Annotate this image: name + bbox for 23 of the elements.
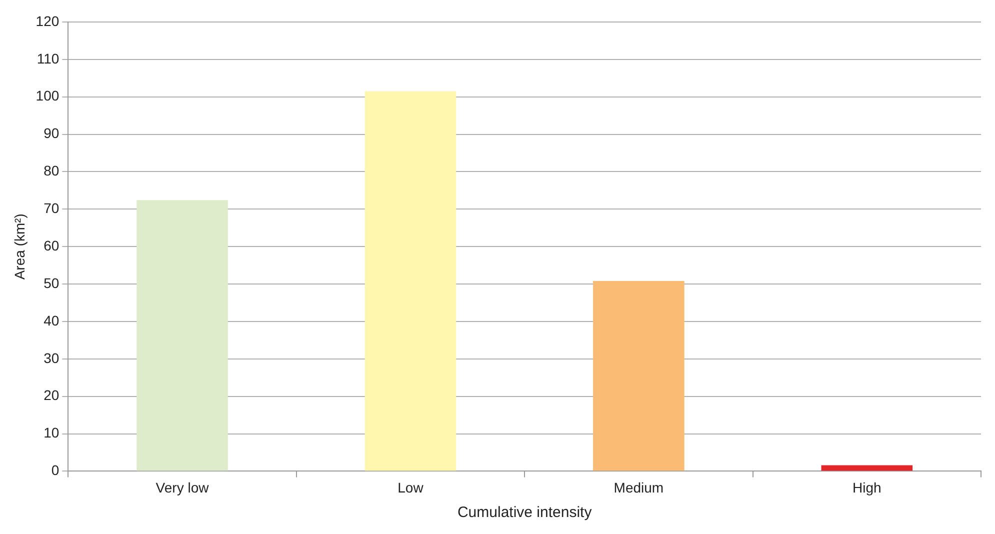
x-tick-label: Medium xyxy=(614,479,664,496)
y-tick-label: 110 xyxy=(36,50,60,66)
y-tick-label: 50 xyxy=(44,274,60,291)
bar xyxy=(364,91,456,471)
y-tick-label: 80 xyxy=(44,162,60,179)
y-tick-label: 10 xyxy=(44,424,60,441)
x-tick-label: Low xyxy=(398,479,424,496)
bar xyxy=(593,281,684,471)
bar xyxy=(821,465,913,471)
y-tick-label: 20 xyxy=(44,387,60,404)
x-tick-label: High xyxy=(852,479,882,496)
y-axis-title: Area (km²) xyxy=(11,214,28,280)
y-tick-label: 40 xyxy=(44,312,60,328)
x-tick-label: Very low xyxy=(156,479,210,496)
y-tick-label: 90 xyxy=(44,125,60,142)
x-axis-title: Cumulative intensity xyxy=(457,504,592,522)
y-tick-label: 70 xyxy=(44,200,60,216)
y-tick-label: 30 xyxy=(44,350,60,366)
bar xyxy=(136,200,228,471)
y-tick-label: 0 xyxy=(51,462,60,478)
y-tick-label: 120 xyxy=(36,12,60,29)
y-tick-label: 60 xyxy=(44,237,60,254)
y-tick-label: 100 xyxy=(36,88,60,104)
